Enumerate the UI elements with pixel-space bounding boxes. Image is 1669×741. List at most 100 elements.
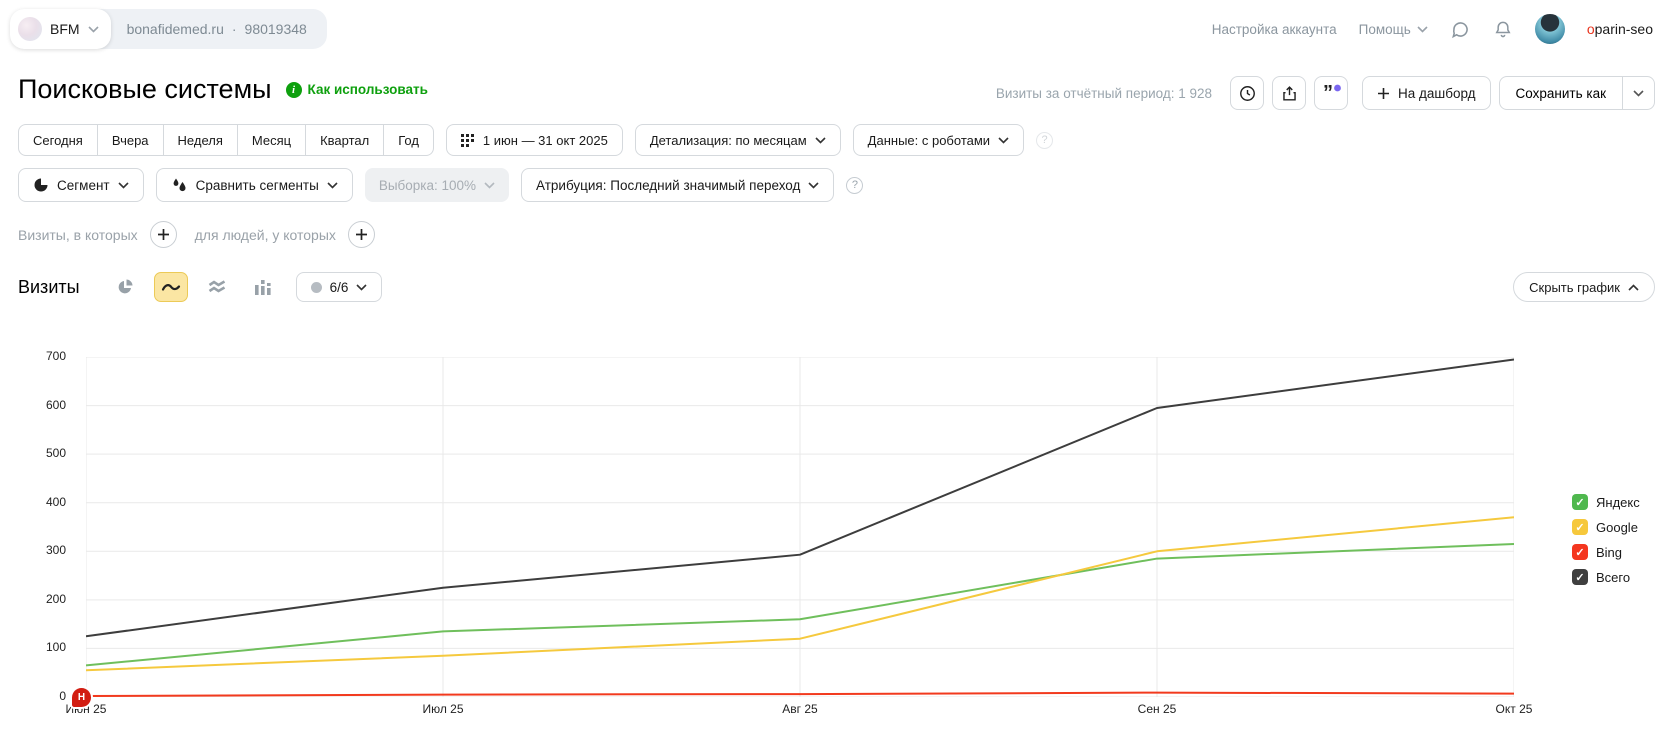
segment-dropdown[interactable]: Сегмент [18,168,144,202]
notifications-bell-icon[interactable] [1493,19,1513,40]
legend-checkbox[interactable]: ✓ [1572,519,1588,535]
chart-header: Визиты 6/6 [18,272,383,302]
robots-help-icon[interactable]: ? [1036,131,1054,149]
chevron-down-icon [808,181,819,189]
save-as-button[interactable]: Сохранить как [1515,85,1606,101]
add-to-dashboard-button[interactable]: На дашборд [1362,76,1491,110]
export-button[interactable] [1272,76,1306,110]
user-avatar[interactable] [1534,14,1565,44]
info-icon: i [285,81,302,98]
legend-item-google[interactable]: ✓ Google [1572,519,1640,535]
how-to-use-link[interactable]: i Как использовать [285,81,428,98]
counter-id: 98019348 [244,21,307,37]
attribution-help-icon[interactable]: ? [846,176,864,194]
period-tab-week[interactable]: Неделя [163,124,238,156]
add-visit-filter-button[interactable] [149,221,177,248]
metric-dot-icon [310,281,322,293]
robots-data-dropdown[interactable]: Данные: с роботами [852,124,1025,156]
metrics-count-label: 6/6 [329,279,349,295]
hide-chart-label: Скрыть график [1529,279,1620,295]
header-actions: Визиты за отчётный период: 1 928 ” На да… [996,76,1655,110]
column-chart-icon [254,280,271,295]
export-icon [1282,85,1296,101]
detail-label: Детализация: по месяцам [649,132,807,148]
y-axis-tick: 100 [45,640,66,655]
ai-assistant-button[interactable]: ” [1314,76,1348,110]
hide-chart-button[interactable]: Скрыть график [1513,272,1655,302]
detail-dropdown[interactable]: Детализация: по месяцам [634,124,841,156]
compare-segments-label: Сравнить сегменты [195,177,319,193]
chevron-down-icon [87,25,99,33]
sampling-dropdown-disabled: Выборка: 100% [364,168,510,202]
user-name[interactable]: oparin-seo [1587,21,1653,37]
chart-type-line-button[interactable] [153,272,188,302]
filter-row: Визиты, в которых для людей, у которых [18,221,375,248]
pie-chart-icon [118,279,133,294]
x-axis-tick: Авг 25 [782,702,818,716]
counter-short-name: BFM [50,21,80,37]
legend-checkbox[interactable]: ✓ [1572,544,1588,560]
plus-icon [1378,87,1389,99]
annotation-marker[interactable]: Н [72,688,91,707]
plus-icon [355,229,367,240]
save-as-split-button: Сохранить как [1498,76,1655,110]
chart-type-columns-button[interactable] [246,272,280,302]
y-axis-tick: 700 [45,349,66,363]
y-axis-tick: 600 [45,397,66,412]
topbar-right: Настройка аккаунта Помощь oparin-seo [1212,9,1653,49]
segment-pie-icon [34,178,48,192]
x-axis-tick: Июл 25 [422,702,464,716]
counter-logo [18,17,42,41]
y-axis-tick: 300 [45,543,66,558]
period-tab-today[interactable]: Сегодня [18,124,98,156]
legend-checkbox[interactable]: ✓ [1572,569,1588,585]
save-as-menu-button[interactable] [1622,77,1654,109]
chart-type-switcher [108,272,280,302]
segment-label: Сегмент [57,177,110,193]
feedback-chat-icon[interactable] [1450,19,1471,40]
compare-droplets-icon [173,178,186,192]
chart-legend: ✓ Яндекс ✓ Google ✓ Bing ✓ Всего [1572,494,1640,585]
attribution-dropdown[interactable]: Атрибуция: Последний значимый переход [521,168,835,202]
x-axis-tick: Окт 25 [1495,702,1533,716]
x-axis-tick: Сен 25 [1137,702,1177,716]
chevron-down-icon [998,136,1009,144]
user-name-rest: parin-seo [1594,21,1653,37]
period-presets: Сегодня Вчера Неделя Месяц Квартал Год [18,124,434,156]
how-to-use-label: Как использовать [307,82,428,97]
counter-info[interactable]: bonafidemed.ru · 98019348 [127,21,307,37]
legend-label: Всего [1596,569,1631,585]
plus-icon [157,229,169,240]
robots-data-label: Данные: с роботами [867,132,991,148]
chevron-down-icon [1417,25,1428,33]
chart-type-stacked-button[interactable] [200,272,234,302]
counter-switcher[interactable]: BFM [10,9,111,49]
add-people-filter-button[interactable] [347,221,375,248]
page-title: Поисковые системы [18,74,272,104]
legend-item-яндекс[interactable]: ✓ Яндекс [1572,494,1640,510]
account-settings-link[interactable]: Настройка аккаунта [1211,21,1337,37]
chart-plot-svg[interactable] [86,357,1514,697]
y-axis-tick: 200 [45,591,66,606]
period-row: Сегодня Вчера Неделя Месяц Квартал Год 1… [18,124,1054,156]
legend-item-bing[interactable]: ✓ Bing [1572,544,1640,560]
legend-label: Bing [1596,544,1623,560]
period-tab-yesterday[interactable]: Вчера [97,124,164,156]
date-range-button[interactable]: 1 июн — 31 окт 2025 [445,124,623,156]
ai-quotes-icon: ” [1323,82,1341,104]
stacked-area-icon [208,280,225,293]
legend-label: Google [1596,519,1638,535]
compare-segments-dropdown[interactable]: Сравнить сегменты [155,168,353,202]
history-clock-button[interactable] [1230,76,1264,110]
period-tab-quarter[interactable]: Квартал [306,124,385,156]
metrics-count-dropdown[interactable]: 6/6 [295,272,383,302]
calendar-grid-icon [460,134,474,147]
period-tab-month[interactable]: Месяц [237,124,307,156]
chart-type-pie-button[interactable] [108,272,142,302]
period-tab-year[interactable]: Год [384,124,434,156]
help-menu[interactable]: Помощь [1359,22,1428,37]
legend-item-всего[interactable]: ✓ Всего [1572,569,1640,585]
attribution-label: Атрибуция: Последний значимый переход [536,177,801,193]
legend-checkbox[interactable]: ✓ [1572,494,1588,510]
